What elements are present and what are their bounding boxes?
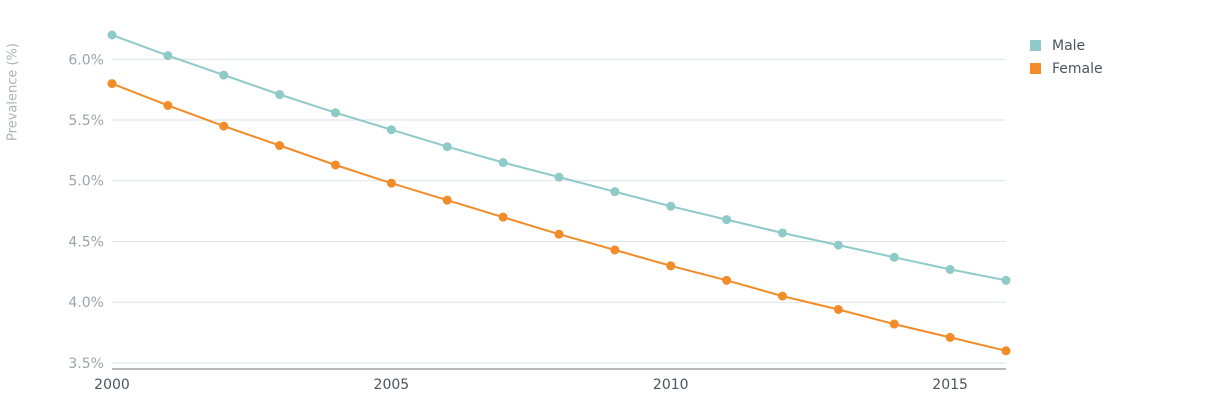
data-point-male[interactable] xyxy=(442,142,452,152)
data-point-female[interactable] xyxy=(666,261,676,271)
y-axis-tick-labels: 3.5% 4.0% 4.5% 5.0% 5.5% 6.0% xyxy=(68,52,104,372)
data-point-male[interactable] xyxy=(722,215,732,225)
data-point-male[interactable] xyxy=(610,187,620,197)
data-point-male[interactable] xyxy=(1001,275,1011,285)
data-point-female[interactable] xyxy=(554,229,564,239)
legend-label-male: Male xyxy=(1052,37,1086,54)
data-point-male[interactable] xyxy=(889,252,899,262)
data-point-female[interactable] xyxy=(722,275,732,285)
legend-swatch-female xyxy=(1030,63,1041,74)
data-point-female[interactable] xyxy=(442,195,452,205)
legend: Male Female xyxy=(1030,34,1103,80)
data-point-male[interactable] xyxy=(778,228,787,238)
x-tick-label: 2015 xyxy=(932,377,968,393)
data-point-male[interactable] xyxy=(945,264,955,274)
legend-item-male[interactable]: Male xyxy=(1030,34,1103,57)
y-tick-label: 4.5% xyxy=(68,234,104,250)
data-point-female[interactable] xyxy=(1001,346,1011,356)
series-line-female xyxy=(111,82,1007,352)
x-tick-label: 2005 xyxy=(374,377,410,393)
y-axis-title: Prevalence (%) xyxy=(5,43,21,141)
data-point-female[interactable] xyxy=(331,160,340,170)
data-point-female[interactable] xyxy=(163,100,173,110)
y-tick-label: 6.0% xyxy=(68,52,104,68)
data-point-male[interactable] xyxy=(163,51,173,61)
grid-lines xyxy=(112,58,1006,364)
series-layer xyxy=(107,30,1011,356)
y-tick-label: 4.0% xyxy=(68,295,104,311)
data-point-female[interactable] xyxy=(945,332,955,342)
legend-label-female: Female xyxy=(1052,60,1103,77)
legend-item-female[interactable]: Female xyxy=(1030,57,1103,80)
data-point-male[interactable] xyxy=(107,30,117,40)
x-tick-label: 2010 xyxy=(653,377,689,393)
data-point-female[interactable] xyxy=(889,319,899,329)
data-point-male[interactable] xyxy=(219,70,229,80)
data-point-female[interactable] xyxy=(219,121,229,131)
data-point-male[interactable] xyxy=(498,158,508,168)
y-tick-label: 5.5% xyxy=(68,113,104,129)
data-point-male[interactable] xyxy=(554,172,564,182)
data-point-male[interactable] xyxy=(833,240,843,250)
data-point-male[interactable] xyxy=(275,90,285,100)
data-point-female[interactable] xyxy=(107,79,117,89)
legend-swatch-male xyxy=(1030,40,1041,51)
data-point-male[interactable] xyxy=(666,201,676,211)
data-point-female[interactable] xyxy=(275,141,285,151)
data-point-female[interactable] xyxy=(778,291,787,301)
y-tick-label: 5.0% xyxy=(68,174,104,190)
x-tick-label: 2000 xyxy=(94,377,130,393)
data-point-male[interactable] xyxy=(386,125,396,135)
series-line-male xyxy=(111,34,1007,282)
data-point-female[interactable] xyxy=(498,212,508,222)
data-point-male[interactable] xyxy=(331,108,340,118)
x-axis: 2000 2005 2010 2015 xyxy=(94,368,1006,393)
data-point-female[interactable] xyxy=(386,178,396,188)
data-point-female[interactable] xyxy=(610,245,620,255)
data-point-female[interactable] xyxy=(833,304,843,314)
y-tick-label: 3.5% xyxy=(68,356,104,372)
